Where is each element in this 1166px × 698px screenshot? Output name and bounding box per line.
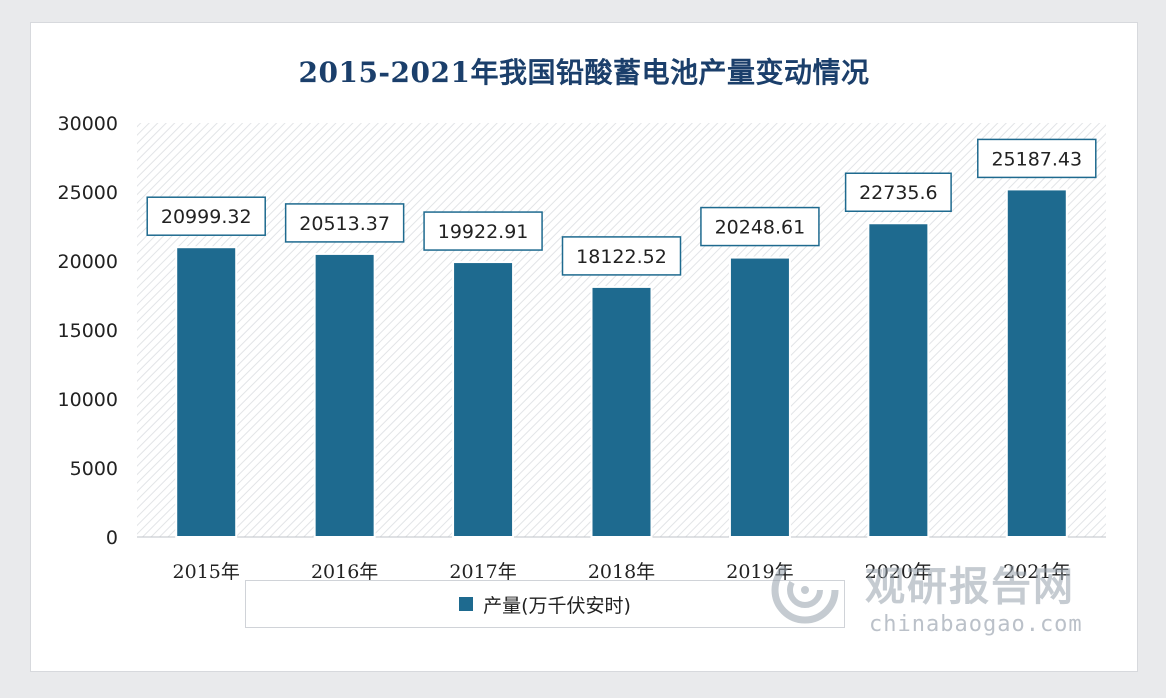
x-tick-label: 2016年 bbox=[311, 561, 378, 583]
data-label: 19922.91 bbox=[438, 221, 529, 243]
data-label: 20513.37 bbox=[299, 213, 390, 235]
y-tick-label: 5000 bbox=[70, 458, 118, 480]
data-label-box bbox=[284, 203, 405, 243]
chart-title: 2015-2021年我国铅酸蓄电池产量变动情况 bbox=[298, 56, 870, 89]
bar-series bbox=[175, 188, 1068, 539]
bar bbox=[728, 256, 791, 538]
y-tick-label: 30000 bbox=[58, 113, 118, 135]
x-tick-label: 2020年 bbox=[865, 561, 932, 583]
x-tick-label: 2017年 bbox=[449, 561, 516, 583]
x-tick-label: 2018年 bbox=[588, 561, 655, 583]
y-tick-label: 25000 bbox=[58, 182, 118, 204]
data-label-box bbox=[423, 211, 543, 251]
y-tick-label: 20000 bbox=[58, 251, 118, 273]
y-tick-label: 0 bbox=[106, 527, 118, 549]
data-label: 18122.52 bbox=[576, 246, 667, 268]
bar bbox=[590, 285, 653, 538]
legend-label: 产量(万千伏安时) bbox=[483, 594, 631, 617]
bar bbox=[867, 222, 930, 538]
data-label: 20248.61 bbox=[715, 217, 806, 239]
data-labels: 20999.32 20513.37 19922.91 18122.52 20248.61… bbox=[146, 138, 1097, 276]
data-label: 20999.32 bbox=[161, 206, 252, 228]
y-tick-label: 15000 bbox=[58, 320, 118, 342]
data-label-box bbox=[844, 172, 952, 212]
y-axis: 0 5000 10000 15000 20000 25000 30000 bbox=[58, 113, 1106, 549]
bar bbox=[452, 261, 515, 538]
data-label-box bbox=[561, 236, 682, 276]
bar bbox=[1005, 188, 1068, 539]
data-label-box bbox=[700, 206, 820, 247]
bar bbox=[313, 252, 376, 538]
x-tick-label: 2021年 bbox=[1003, 561, 1070, 583]
y-tick-label: 10000 bbox=[58, 389, 118, 411]
data-label-box bbox=[977, 138, 1097, 179]
x-tick-label: 2015年 bbox=[173, 561, 240, 583]
legend: 产量(万千伏安时) bbox=[245, 580, 845, 628]
data-label-box bbox=[146, 196, 266, 236]
legend-swatch bbox=[459, 597, 474, 611]
data-label: 25187.43 bbox=[991, 148, 1082, 170]
bar bbox=[175, 246, 238, 538]
data-label: 22735.6 bbox=[859, 182, 938, 204]
